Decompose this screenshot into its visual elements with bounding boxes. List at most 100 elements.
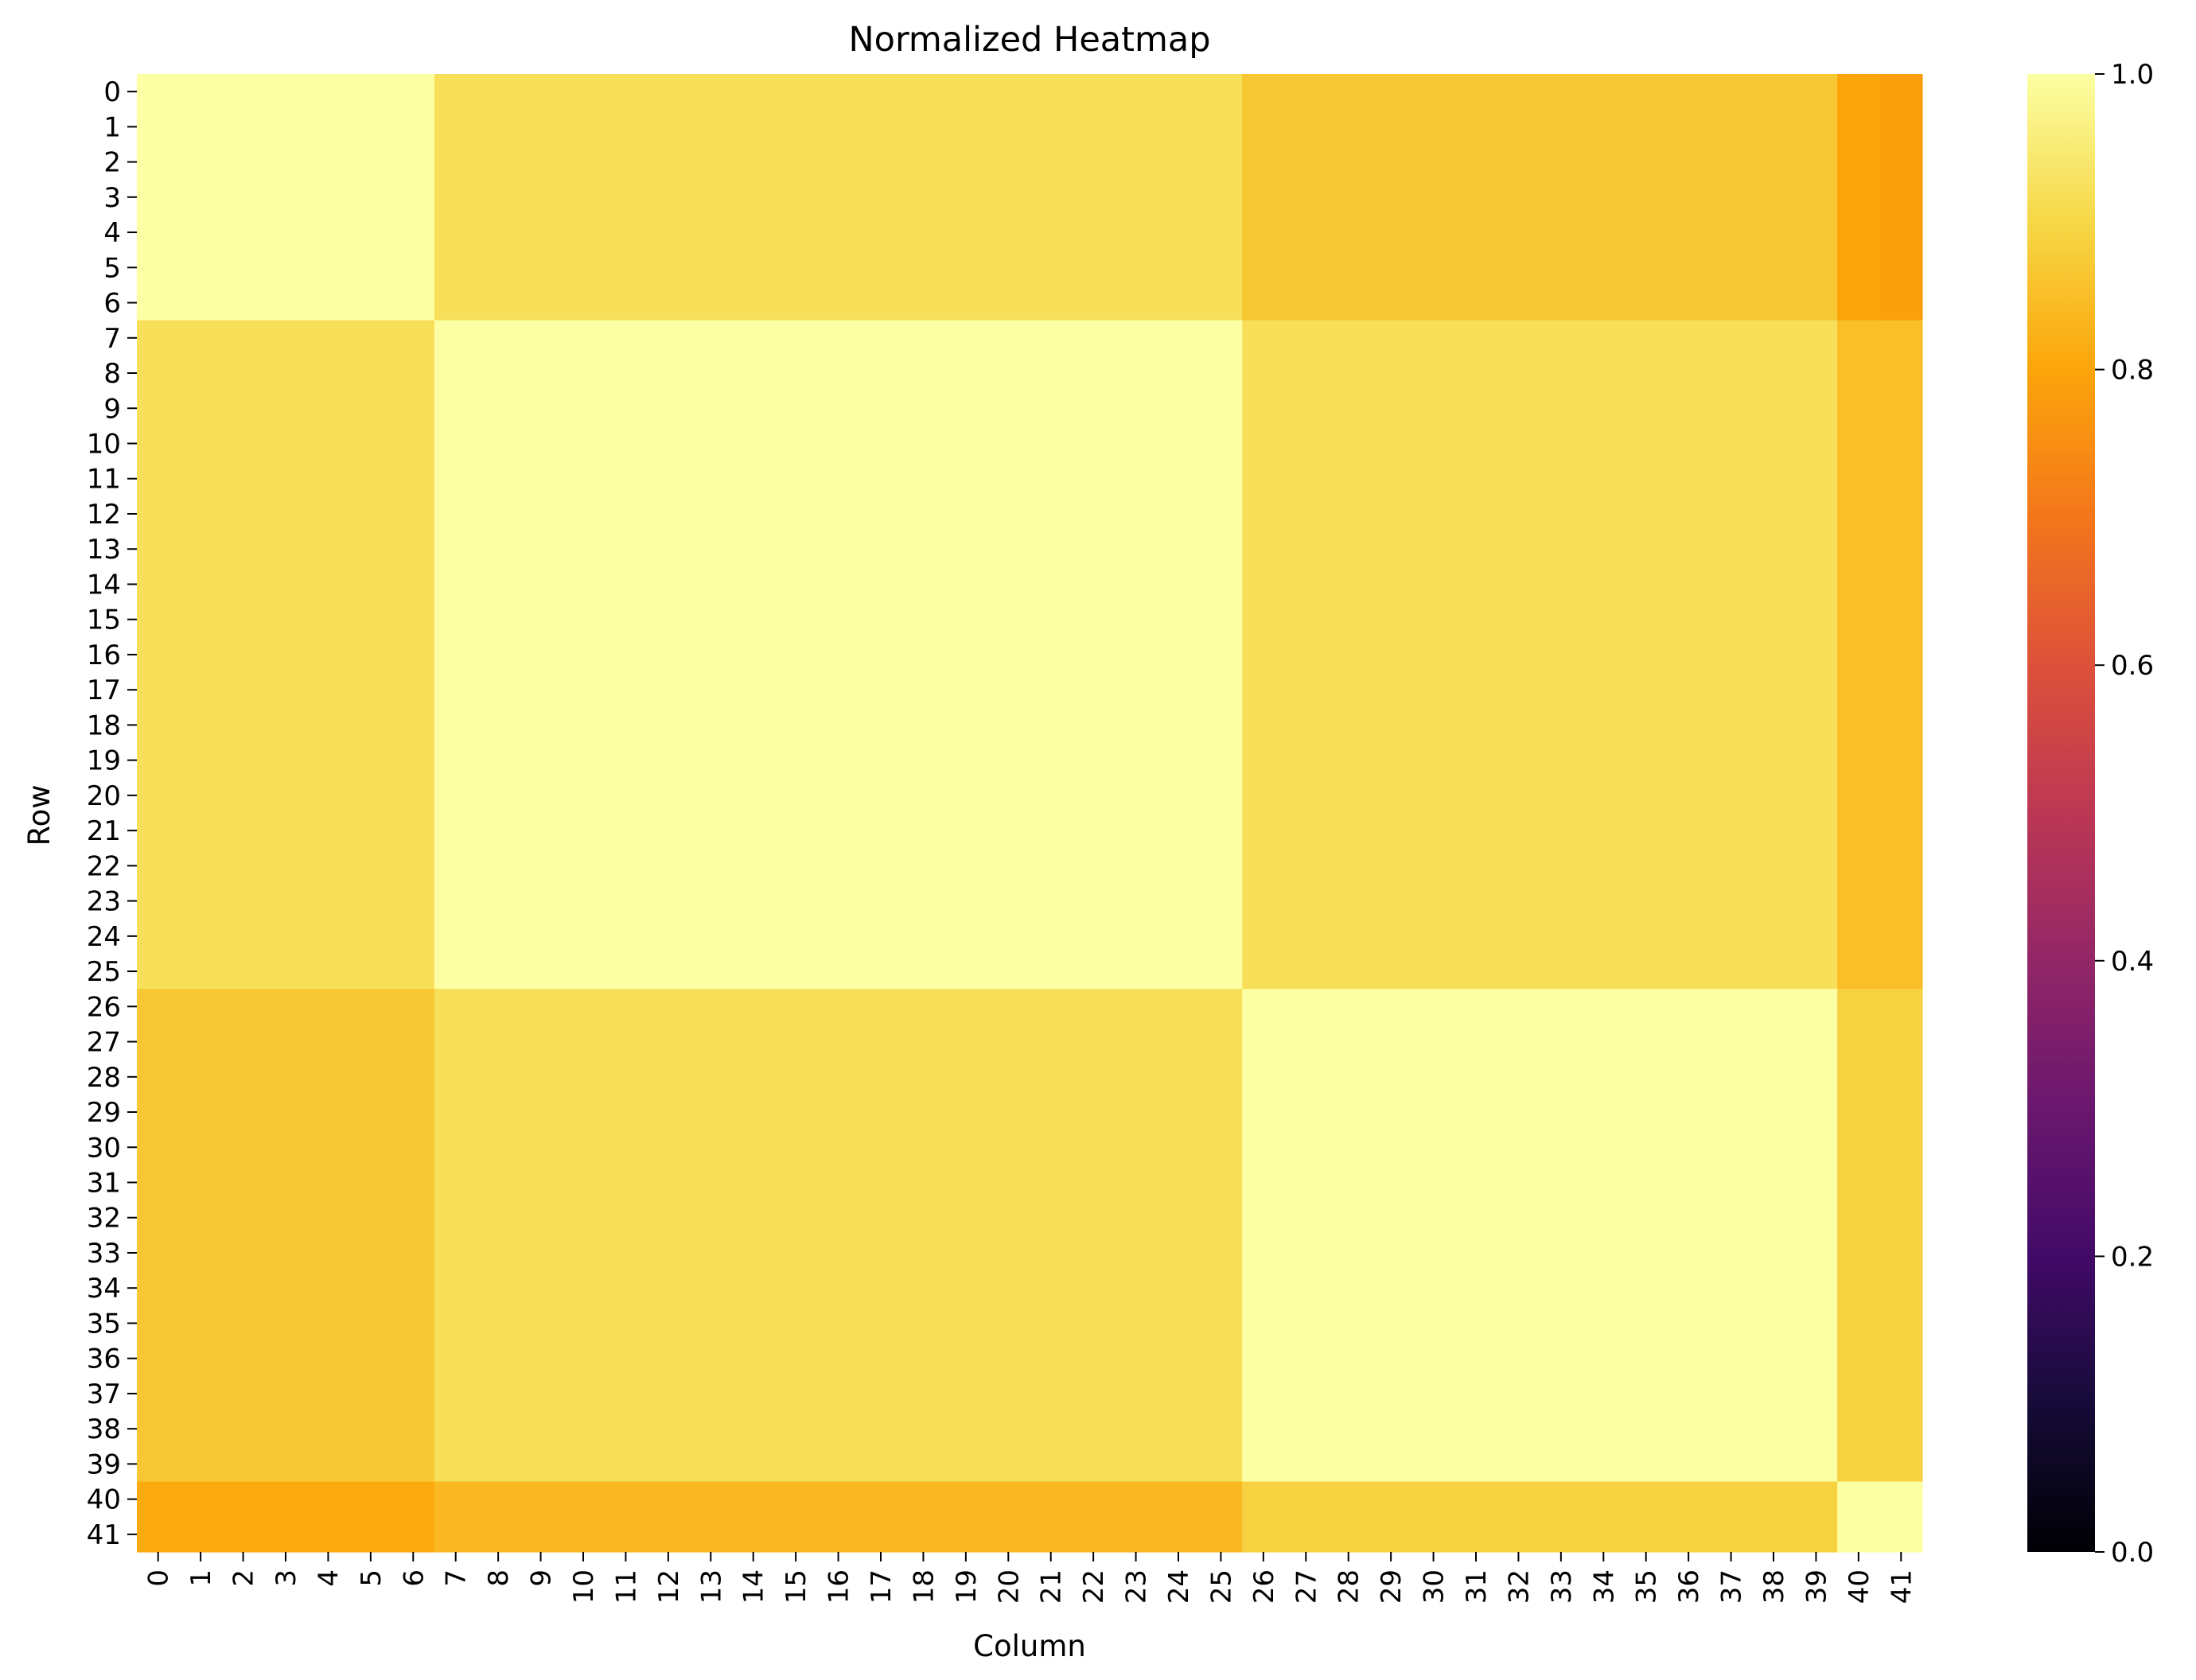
heatmap-block-17 (1242, 1481, 1838, 1553)
column-tick-label: 9 (526, 1569, 558, 1587)
column-tick-label: 40 (1844, 1569, 1875, 1604)
row-tick-label: 0 (103, 76, 121, 108)
row-tick-label: 32 (87, 1203, 121, 1235)
column-tick-label: 23 (1121, 1569, 1153, 1604)
row-tick-label: 31 (87, 1168, 121, 1200)
row-tick-label: 22 (87, 850, 121, 882)
column-tick-label: 19 (951, 1569, 983, 1604)
row-tick-label: 25 (87, 956, 121, 988)
heatmap-block-5 (137, 320, 435, 990)
heatmap-block-15 (137, 1481, 435, 1553)
column-tick-label: 14 (738, 1569, 770, 1604)
row-tick-label: 40 (87, 1484, 121, 1516)
colorbar-tick-label: 0.8 (2111, 355, 2154, 387)
row-tick-label: 34 (87, 1273, 121, 1305)
row-tick-label: 13 (87, 534, 121, 566)
column-tick-label: 21 (1036, 1569, 1068, 1604)
row-tick-label: 21 (87, 815, 121, 847)
colorbar-tick-label: 0.6 (2111, 650, 2154, 682)
column-tick-label: 20 (993, 1569, 1025, 1604)
heatmap-block-2 (1242, 74, 1838, 321)
row-tick-label: 11 (87, 464, 121, 496)
heatmap-block-8 (1837, 320, 1881, 990)
column-tick-label: 4 (313, 1569, 345, 1587)
row-tick-label: 28 (87, 1062, 121, 1094)
column-tick-label: 18 (908, 1569, 940, 1604)
row-tick-label: 2 (103, 147, 121, 179)
heatmap-block-7 (1242, 320, 1838, 990)
row-tick-label: 16 (87, 640, 121, 671)
heatmap-block-11 (434, 989, 1243, 1483)
column-tick-label: 10 (568, 1569, 600, 1604)
row-tick-label: 6 (103, 288, 121, 320)
row-tick-label: 24 (87, 921, 121, 953)
row-tick-label: 7 (103, 323, 121, 355)
row-tick-label: 9 (103, 393, 121, 425)
row-tick-label: 26 (87, 991, 121, 1023)
x-axis-label: Column (973, 1629, 1086, 1663)
column-tick-label: 12 (653, 1569, 685, 1604)
row-tick-label: 1 (103, 111, 121, 143)
colorbar (2027, 74, 2095, 1552)
colorbar-tick-label: 0.4 (2111, 946, 2154, 978)
heatmap-block-18 (1837, 1481, 1923, 1553)
row-tick-label: 23 (87, 886, 121, 918)
row-tick-label: 12 (87, 499, 121, 531)
column-tick-labels: 0 1 2 3 4 5 6 7 8 9 10 11 12 13 14 15 16 17 18 19 20 21 22 23 24… (143, 1552, 1918, 1604)
row-tick-label: 35 (87, 1308, 121, 1340)
column-tick-label: 30 (1419, 1569, 1450, 1604)
row-tick-label: 18 (87, 710, 121, 741)
heatmap-block-3 (1837, 74, 1881, 321)
column-tick-label: 0 (143, 1569, 175, 1587)
column-tick-label: 25 (1205, 1569, 1237, 1604)
column-tick-label: 1 (185, 1569, 217, 1587)
column-tick-label: 2 (228, 1569, 260, 1587)
column-tick-label: 32 (1503, 1569, 1535, 1604)
column-tick-label: 6 (398, 1569, 430, 1587)
column-tick-label: 5 (356, 1569, 387, 1587)
row-tick-label: 37 (87, 1379, 121, 1410)
heatmap-block-4 (1879, 74, 1923, 321)
heatmap-block-0 (137, 74, 435, 321)
row-tick-label: 41 (87, 1519, 121, 1551)
column-tick-label: 13 (695, 1569, 727, 1604)
column-tick-label: 26 (1248, 1569, 1280, 1604)
column-tick-label: 33 (1546, 1569, 1578, 1604)
column-tick-label: 29 (1376, 1569, 1408, 1604)
column-tick-label: 15 (781, 1569, 812, 1604)
row-tick-label: 36 (87, 1344, 121, 1375)
column-tick-label: 38 (1758, 1569, 1790, 1604)
heatmap-block-14 (1879, 989, 1923, 1483)
column-tick-label: 24 (1163, 1569, 1195, 1604)
heatmap-cells (137, 74, 1923, 1553)
column-tick-label: 7 (441, 1569, 473, 1587)
column-tick-label: 11 (610, 1569, 642, 1604)
colorbar-tick-label: 0.2 (2111, 1241, 2154, 1273)
row-tick-label: 3 (103, 182, 121, 214)
row-tick-label: 20 (87, 780, 121, 812)
colorbar-tick-label: 0.0 (2111, 1537, 2154, 1569)
column-tick-label: 8 (483, 1569, 515, 1587)
row-tick-label: 33 (87, 1238, 121, 1270)
column-tick-label: 35 (1631, 1569, 1663, 1604)
row-tick-label: 27 (87, 1027, 121, 1059)
heatmap-block-12 (1242, 989, 1838, 1483)
column-tick-label: 22 (1078, 1569, 1110, 1604)
heatmap-block-10 (137, 989, 435, 1483)
column-tick-label: 36 (1673, 1569, 1705, 1604)
colorbar-tick-label: 1.0 (2111, 59, 2154, 91)
heatmap-block-1 (434, 74, 1243, 321)
row-tick-label: 38 (87, 1414, 121, 1445)
row-tick-label: 30 (87, 1132, 121, 1164)
heatmap-block-16 (434, 1481, 1243, 1553)
heatmap-block-9 (1879, 320, 1923, 990)
row-tick-label: 17 (87, 675, 121, 706)
row-tick-label: 10 (87, 429, 121, 461)
column-tick-label: 39 (1801, 1569, 1832, 1604)
column-tick-label: 28 (1334, 1569, 1365, 1604)
heatmap-block-13 (1837, 989, 1881, 1483)
column-tick-label: 34 (1588, 1569, 1620, 1604)
row-tick-label: 8 (103, 358, 121, 390)
row-tick-label: 5 (103, 252, 121, 284)
row-tick-label: 4 (103, 217, 121, 249)
